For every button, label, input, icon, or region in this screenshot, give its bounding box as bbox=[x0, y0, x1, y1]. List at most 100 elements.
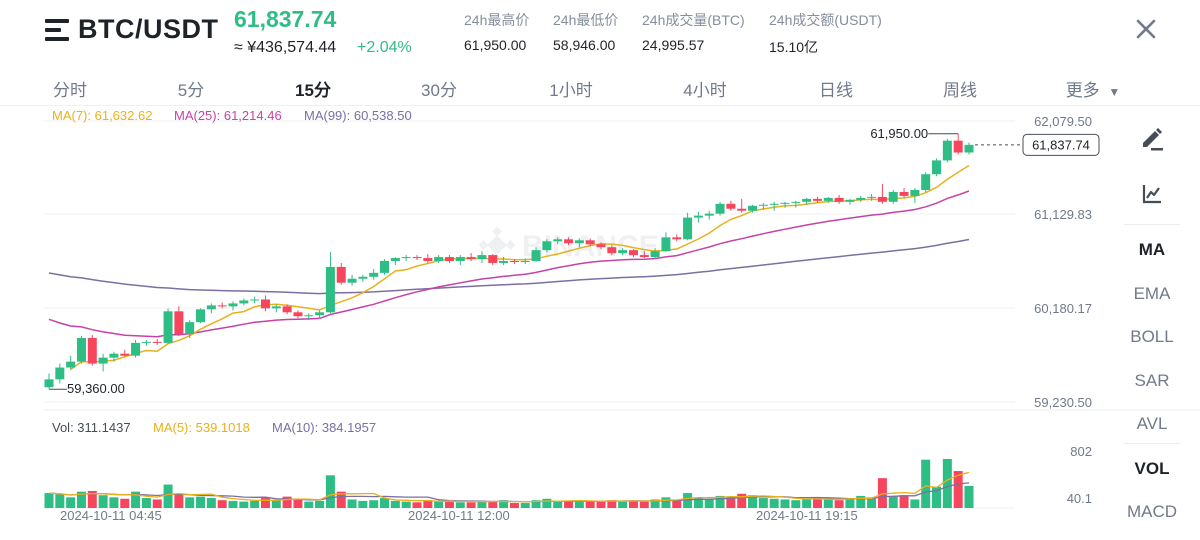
candle bbox=[553, 237, 563, 245]
candle bbox=[174, 306, 184, 336]
candle bbox=[358, 274, 368, 282]
side-tool-macd[interactable]: MACD bbox=[1126, 502, 1178, 521]
candle-body bbox=[131, 342, 141, 356]
candle-body bbox=[401, 257, 411, 259]
candle bbox=[206, 303, 216, 314]
volume-bar bbox=[877, 478, 887, 508]
volume-ma10-line bbox=[48, 482, 970, 503]
stat-value: 24,995.57 bbox=[642, 37, 705, 53]
close-icon[interactable] bbox=[1134, 17, 1158, 41]
volume-bar bbox=[466, 502, 476, 508]
candle-body bbox=[867, 196, 877, 198]
candle bbox=[942, 138, 952, 163]
candle-body bbox=[628, 250, 638, 256]
candle bbox=[628, 249, 638, 258]
volume-bar bbox=[758, 498, 768, 508]
candle bbox=[109, 351, 119, 362]
volume-bar bbox=[953, 471, 963, 508]
candle bbox=[650, 248, 660, 260]
candle bbox=[120, 349, 130, 357]
candle bbox=[585, 238, 595, 247]
indicator-tool[interactable] bbox=[1124, 178, 1180, 206]
tab-more[interactable]: 更多 ▼ bbox=[1066, 76, 1121, 101]
volume-bar bbox=[44, 493, 54, 508]
ma99-line bbox=[48, 238, 970, 295]
tab-1d[interactable]: 日线 bbox=[819, 81, 853, 100]
tab-30m[interactable]: 30分 bbox=[421, 81, 457, 100]
side-tool-vol[interactable]: VOL bbox=[1134, 459, 1170, 478]
candle-body bbox=[639, 255, 649, 258]
tab-5m[interactable]: 5分 bbox=[177, 81, 205, 100]
volume-bar bbox=[380, 498, 390, 508]
volume-bar bbox=[791, 500, 801, 508]
volume-bar bbox=[174, 493, 184, 508]
candle-body bbox=[520, 261, 530, 263]
candle-body bbox=[271, 306, 281, 309]
volume-bar bbox=[55, 494, 65, 508]
tab-time[interactable]: 分时 bbox=[53, 81, 87, 100]
pair-title[interactable]: BTC/USDT bbox=[78, 14, 219, 44]
candle-body bbox=[964, 144, 974, 153]
candle bbox=[380, 259, 390, 275]
chart-settings-icon bbox=[1142, 185, 1161, 204]
side-tool-ema[interactable]: EMA bbox=[1133, 284, 1171, 303]
time-axis: 2024-10-11 04:45 2024-10-11 12:00 2024-1… bbox=[60, 508, 858, 523]
volume-bar bbox=[477, 501, 487, 508]
volume-bar bbox=[120, 498, 130, 508]
candle-body bbox=[834, 197, 844, 202]
candle-body bbox=[704, 213, 714, 216]
volume-bar bbox=[239, 501, 249, 508]
side-tool-boll[interactable]: BOLL bbox=[1130, 327, 1174, 346]
candle-body bbox=[152, 341, 162, 343]
candle bbox=[769, 201, 779, 211]
volume-tick: 40.1 bbox=[1067, 491, 1092, 506]
time-label: 2024-10-11 12:00 bbox=[408, 508, 510, 523]
volume-bar bbox=[131, 491, 141, 508]
volume-bar bbox=[867, 497, 877, 508]
volume-bar bbox=[217, 500, 227, 508]
candle-body bbox=[488, 255, 498, 263]
volume-bar bbox=[401, 501, 411, 508]
candle-body bbox=[531, 250, 541, 262]
candle bbox=[390, 257, 400, 265]
candle bbox=[228, 301, 238, 311]
volume-bar bbox=[185, 497, 195, 508]
candle bbox=[845, 198, 855, 205]
candle bbox=[163, 308, 173, 344]
price-axis: 62,079.50 61,129.83 60,180.17 59,230.50 bbox=[1034, 114, 1092, 410]
legend-vol-ma5: MA(5): 539.1018 bbox=[153, 420, 250, 435]
tab-1h[interactable]: 1小时 bbox=[549, 81, 593, 100]
interval-tabs: 分时 5分 15分 30分 1小时 4小时 日线 周线 更多 ▼ bbox=[0, 70, 1200, 106]
volume-tick: 802 bbox=[1070, 444, 1092, 459]
candle bbox=[217, 302, 227, 309]
tab-1w[interactable]: 周线 bbox=[943, 81, 977, 100]
volume-bar bbox=[650, 499, 660, 508]
volume-bar bbox=[293, 499, 303, 508]
side-tool-avl[interactable]: AVL bbox=[1136, 414, 1168, 433]
volume-bar bbox=[369, 500, 379, 508]
time-label: 2024-10-11 19:15 bbox=[756, 508, 858, 523]
candle bbox=[867, 193, 877, 201]
volume-bar bbox=[726, 496, 736, 508]
candle bbox=[66, 355, 76, 370]
candle-body bbox=[932, 160, 942, 175]
volume-axis: 802 40.1 bbox=[1067, 444, 1092, 506]
volume-ma5-line bbox=[48, 471, 970, 503]
side-tool-ma[interactable]: MA bbox=[1138, 240, 1166, 259]
candle-body bbox=[683, 217, 693, 240]
side-tool-sar[interactable]: SAR bbox=[1134, 371, 1170, 390]
candle-body bbox=[98, 357, 108, 364]
volume-bar bbox=[910, 499, 920, 508]
candle-body bbox=[55, 367, 65, 380]
volume-bar bbox=[444, 500, 454, 508]
candle-body bbox=[899, 191, 909, 196]
draw-tool[interactable] bbox=[1124, 118, 1180, 152]
candle-body bbox=[921, 174, 931, 190]
candle-body bbox=[585, 240, 595, 245]
tab-15m[interactable]: 15分 bbox=[295, 81, 331, 100]
candle-body bbox=[87, 337, 97, 364]
candle-body bbox=[780, 202, 790, 204]
volume-bar bbox=[607, 500, 617, 508]
tab-4h[interactable]: 4小时 bbox=[683, 81, 727, 100]
menu-icon[interactable] bbox=[45, 19, 69, 41]
